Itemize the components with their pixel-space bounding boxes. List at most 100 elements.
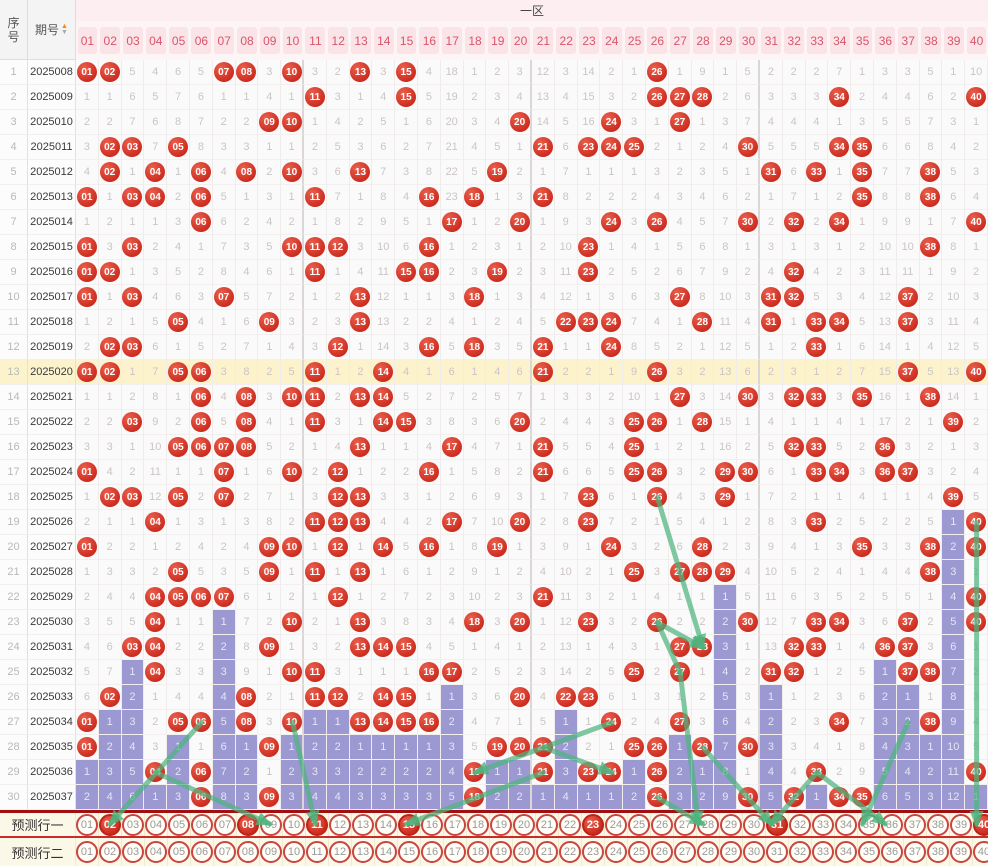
miss-count-cell: 8 [714, 760, 738, 785]
miss-count-cell: 3 [623, 535, 646, 560]
miss-count-cell: 3 [577, 385, 601, 410]
miss-count-cell: 2 [577, 735, 601, 760]
miss-count-cell: 1 [645, 510, 669, 535]
miss-count-cell: 1 [440, 235, 464, 260]
drawn-ball-cell: 38 [919, 385, 943, 410]
miss-count-cell: 5 [737, 60, 760, 85]
drawn-ball-cell: 01 [76, 710, 99, 735]
miss-count-cell: 9 [873, 210, 897, 235]
miss-count-cell: 3 [326, 85, 350, 110]
miss-count-cell: 6 [235, 310, 259, 335]
miss-count-cell: 2 [281, 210, 304, 235]
miss-count-cell: 3 [531, 535, 555, 560]
prediction-ball-outline: 39 [950, 813, 972, 836]
miss-count-cell: 8 [372, 185, 396, 210]
red-ball: 16 [418, 462, 439, 482]
drawn-ball-cell: 10 [281, 610, 304, 635]
red-ball: 32 [783, 287, 804, 307]
red-ball: 28 [692, 637, 713, 657]
red-ball: 18 [464, 612, 485, 632]
drawn-ball-cell: 19 [486, 535, 510, 560]
prediction-number-cell: 03 [122, 838, 145, 866]
miss-count-cell: 4 [395, 185, 418, 210]
drawn-ball-cell: 30 [737, 460, 760, 485]
red-ball: 38 [920, 237, 941, 257]
red-ball: 11 [304, 512, 325, 532]
red-ball: 33 [806, 637, 827, 657]
red-ball: 38 [920, 662, 941, 682]
prediction-number-cell: 39 [950, 838, 973, 866]
miss-count-cell: 1 [691, 760, 715, 785]
miss-count-cell: 15 [873, 360, 897, 385]
prediction-ball-outline: 25 [628, 841, 650, 863]
red-ball: 08 [236, 62, 257, 82]
miss-count-cell: 16 [577, 110, 601, 135]
miss-count-cell: 6 [737, 85, 760, 110]
red-ball: 16 [418, 187, 439, 207]
miss-count-cell: 2 [782, 60, 806, 85]
miss-count-cell: 3 [326, 310, 350, 335]
miss-count-cell: 1 [531, 385, 555, 410]
red-ball: 26 [646, 362, 667, 382]
miss-count-cell: 2 [326, 385, 350, 410]
miss-count-cell: 9 [896, 210, 920, 235]
miss-count-cell: 2 [212, 635, 236, 660]
miss-count-cell: 2 [600, 60, 624, 85]
red-ball: 36 [874, 437, 895, 457]
column-header: 40 [965, 21, 988, 60]
row-seq: 12 [0, 335, 28, 360]
miss-count-cell: 7 [486, 435, 510, 460]
miss-count-cell: 3 [98, 560, 122, 585]
drawn-ball-cell: 11 [303, 410, 327, 435]
prediction-number-cell: 30 [743, 838, 766, 866]
drawn-ball-cell: 13 [349, 560, 373, 585]
miss-count-cell: 6 [759, 460, 783, 485]
miss-count-cell: 1 [395, 735, 418, 760]
column-header: 12 [326, 21, 350, 60]
column-header: 24 [600, 21, 624, 60]
drawn-ball-cell: 11 [303, 360, 327, 385]
drawn-ball-cell: 07 [212, 485, 236, 510]
drawn-ball-cell: 35 [851, 160, 874, 185]
prediction-ball-outline: 27 [674, 841, 696, 863]
drawn-ball-cell: 06 [189, 585, 213, 610]
miss-count-cell: 2 [76, 785, 99, 810]
miss-count-cell: 11 [873, 260, 897, 285]
red-ball: 38 [920, 562, 941, 582]
miss-count-cell: 13 [714, 360, 738, 385]
drawn-ball-cell: 38 [919, 535, 943, 560]
red-ball: 10 [281, 712, 302, 732]
miss-count-cell: 1 [417, 685, 441, 710]
red-ball: 36 [874, 462, 895, 482]
column-header: 21 [531, 21, 555, 60]
miss-count-cell: 3 [417, 785, 441, 810]
miss-count-cell: 1 [600, 360, 624, 385]
prediction-number-cell: 04 [145, 838, 168, 866]
miss-count-cell: 11 [372, 260, 396, 285]
red-ball: 21 [532, 337, 553, 357]
miss-count-cell: 1 [98, 710, 122, 735]
miss-count-cell: 1 [509, 760, 532, 785]
column-header: 37 [896, 21, 920, 60]
miss-count-cell: 2 [600, 585, 624, 610]
miss-count-cell: 10 [623, 385, 646, 410]
miss-count-cell: 4 [76, 160, 99, 185]
prediction-number-cell: 11 [306, 813, 329, 836]
drawn-ball-cell: 37 [896, 460, 920, 485]
miss-count-cell: 3 [805, 235, 829, 260]
prediction-number-cell: 28 [697, 813, 720, 836]
miss-count-cell: 1 [805, 410, 829, 435]
drawn-ball-cell: 14 [372, 710, 396, 735]
miss-count-cell: 6 [395, 235, 418, 260]
miss-count-cell: 6 [873, 135, 897, 160]
period-sort-button[interactable]: 期号 ▲ ▼ [28, 0, 76, 60]
miss-count-cell: 3 [121, 560, 145, 585]
prediction-number-cell: 30 [743, 813, 766, 836]
prediction-number-cell: 14 [375, 838, 398, 866]
miss-count-cell: 4 [873, 735, 897, 760]
miss-count-cell: 1 [121, 160, 145, 185]
drawn-ball-cell: 11 [303, 85, 327, 110]
miss-count-cell: 2 [942, 85, 966, 110]
miss-count-cell: 3 [235, 785, 259, 810]
drawn-ball-cell: 29 [714, 485, 738, 510]
